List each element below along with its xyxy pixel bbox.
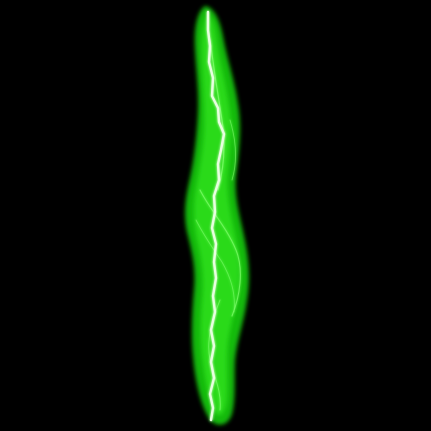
- bolt-core: [206, 10, 226, 422]
- bolt-glow-inner: [193, 16, 240, 416]
